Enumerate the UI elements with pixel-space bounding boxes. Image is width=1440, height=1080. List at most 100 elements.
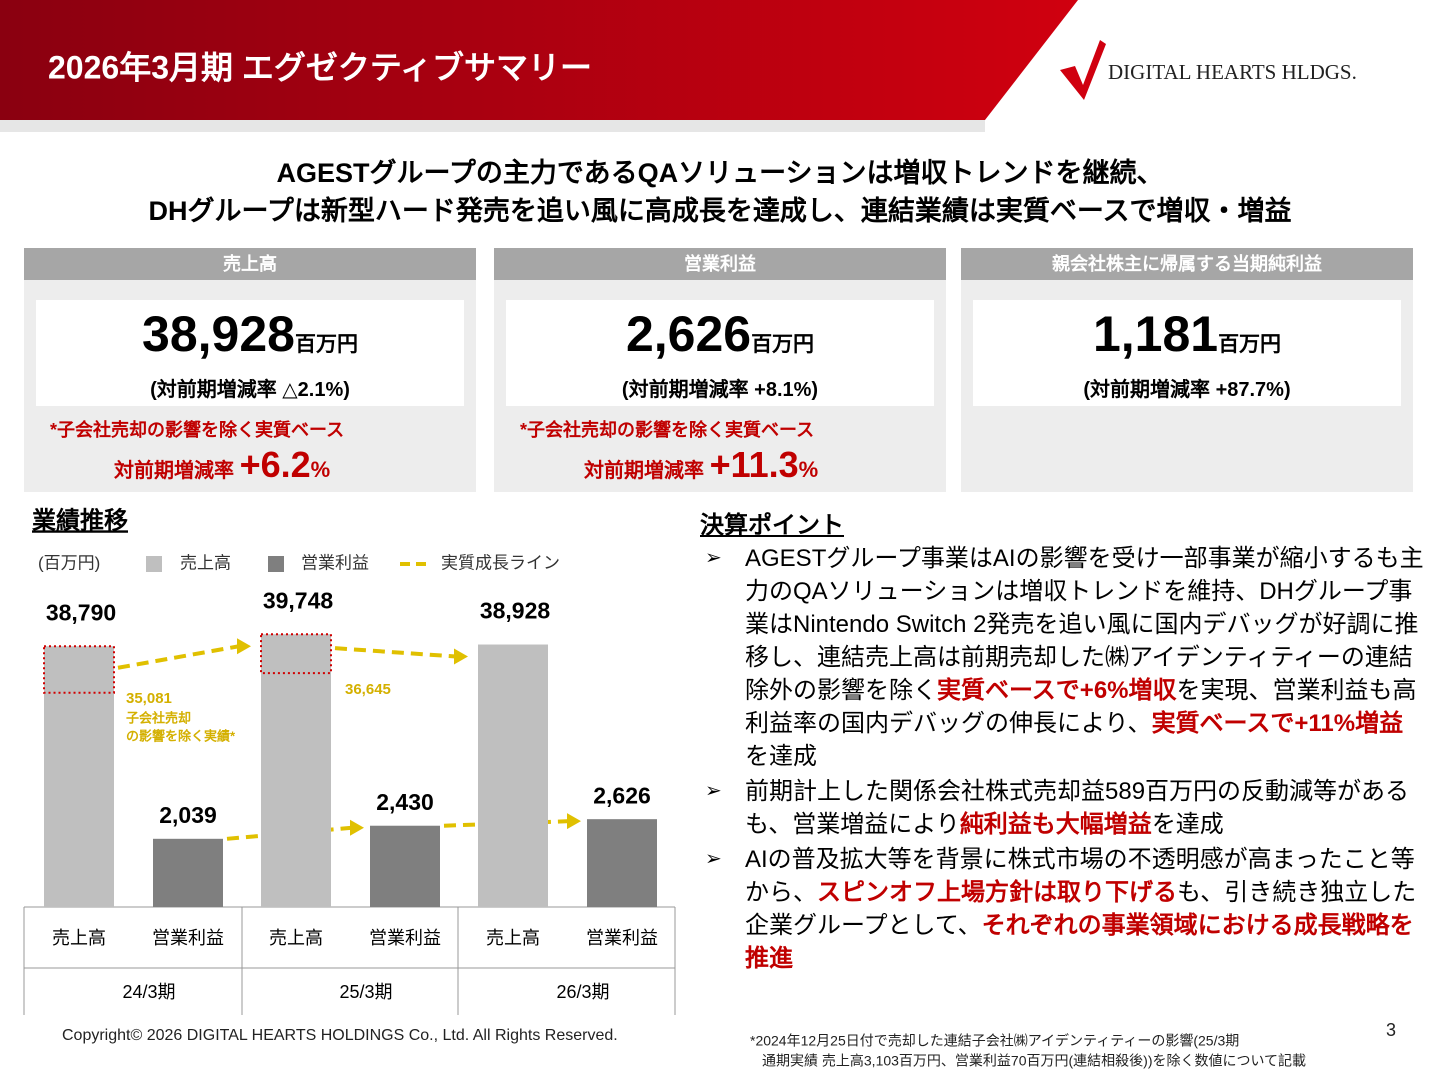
bar [153, 838, 223, 907]
kpi-unit: 百万円 [294, 333, 358, 356]
growth-arrow-head [237, 638, 251, 655]
x-tick-label: 営業利益 [586, 928, 658, 948]
kpi-value: 1,181 [1092, 306, 1219, 362]
bar-value-label: 38,790 [46, 599, 116, 625]
bar-value-label: 2,626 [593, 782, 651, 808]
kpi-panel: 売上高 38,928百万円 (対前期増減率 △2.1%) *子会社売却の影響を除く実質… [24, 248, 476, 492]
point-text: 純利益も大幅増益 [959, 811, 1152, 838]
x-group-label: 25/3期 [339, 982, 392, 1002]
kpi-value: 38,928 [142, 306, 295, 362]
kpi-box: 38,928百万円 (対前期増減率 △2.1%) [36, 300, 464, 406]
point-text: AIの普及拡大等を背景に株式市場の不透明感が高まったこと等から、 [745, 846, 1415, 906]
adjusted-value: +11.3 [709, 444, 799, 485]
point-text: を実現、営業利益も高利益率の国内デバッグの伸長により、 [745, 677, 1417, 737]
point-item: 前期計上した関係会社株式売却益589百万円の反動減等があるも、営業増益により純利… [700, 775, 1425, 841]
point-text: AGESTグループ事業はAIの影響を受け一部事業が縮小するも主力のQAソリューシ… [745, 545, 1424, 704]
bar-value-label: 38,928 [480, 598, 551, 624]
growth-arrow-head [567, 813, 581, 830]
kpi-box: 1,181百万円 (対前期増減率 +87.7%) [973, 300, 1401, 406]
adjusted-label: 対前期増減率 [584, 460, 704, 482]
kpi-label: 売上高 [24, 248, 476, 280]
point-text: それぞれの事業領域における成長戦略を推進 [745, 912, 1414, 972]
legend-swatch [268, 556, 284, 572]
bar [261, 634, 331, 907]
point-text: を達成 [745, 743, 817, 770]
kpi-box: 2,626百万円 (対前期増減率 +8.1%) [506, 300, 934, 406]
kpi-value: 2,626 [625, 306, 752, 362]
point-item: AGESTグループ事業はAIの影響を受け一部事業が縮小するも主力のQAソリューシ… [700, 542, 1425, 773]
adjusted-box [260, 633, 332, 675]
legend-label: 営業利益 [301, 553, 369, 572]
footnote: *2024年12月25日付で売却した連結子会社㈱アイデンティティーの影響(25/… [750, 1033, 1239, 1049]
kpi-note: *子会社売却の影響を除く実質ベース [50, 420, 345, 440]
bar [44, 646, 114, 907]
kpi-change: (対前期増減率 +8.1%) [621, 379, 819, 401]
copyright: Copyright© 2026 DIGITAL HEARTS HOLDINGS … [62, 1027, 618, 1044]
x-group-label: 24/3期 [122, 982, 175, 1002]
logo-text: DIGITAL HEARTS HLDGS. [1108, 60, 1357, 84]
page-number: 3 [1386, 1020, 1396, 1040]
x-tick-label: 売上高 [52, 928, 106, 948]
adjusted-value-label: 35,081 [126, 690, 172, 707]
point-text: も、引き続き独立した企業グループとして、 [745, 879, 1417, 939]
x-group-label: 26/3期 [556, 982, 609, 1002]
kpi-value-line: 1,181百万円 [973, 304, 1401, 375]
slide-title: 2026年3月期 エグゼクティブサマリー [48, 49, 592, 85]
legend-label: 売上高 [180, 553, 231, 572]
bar [587, 819, 657, 907]
headline: AGESTグループの主力であるQAソリューションは増収トレンドを継続、 [276, 157, 1163, 188]
kpi-unit: 百万円 [1218, 333, 1282, 356]
kpi-label: 親会社株主に帰属する当期純利益 [961, 248, 1413, 280]
kpi-change: (対前期増減率 △2.1%) [150, 379, 350, 401]
kpi-label: 営業利益 [494, 248, 946, 280]
bar [370, 825, 440, 907]
adjusted-unit: % [798, 457, 819, 482]
kpi-note: *子会社売却の影響を除く実質ベース [520, 420, 815, 440]
legend-swatch [146, 556, 162, 572]
adjusted-unit: % [310, 457, 331, 482]
legend-label: 実質成長ライン [441, 553, 560, 572]
growth-arrow [334, 646, 457, 659]
logo-mark [1060, 40, 1106, 100]
x-tick-label: 売上高 [269, 928, 323, 948]
adjusted-value-label: 36,645 [345, 681, 391, 698]
kpi-adjusted: 対前期増減率 +11.3% [584, 444, 818, 486]
header-band [0, 0, 1078, 120]
kpi-adjusted: 対前期増減率 +6.2% [114, 444, 330, 486]
growth-note: 子会社売却 [126, 710, 191, 725]
x-tick-label: 営業利益 [152, 928, 224, 948]
point-text: 前期計上した関係会社株式売却益589百万円の反動減等があるも、営業増益により [745, 778, 1410, 838]
x-tick-label: 売上高 [486, 928, 540, 948]
kpi-change: (対前期増減率 +87.7%) [1083, 379, 1291, 401]
headline: DHグループは新型ハード発売を追い風に高成長を達成し、連結業績は実質ベースで増収… [148, 195, 1291, 226]
growth-arrow-head [350, 819, 364, 836]
point-text: を達成 [1151, 811, 1224, 838]
growth-arrow [117, 644, 240, 670]
point-text: スピンオフ上場方針は取り下げる [817, 879, 1177, 906]
kpi-value-line: 38,928百万円 [36, 304, 464, 375]
bar-value-label: 2,039 [159, 802, 217, 828]
kpi-value-line: 2,626百万円 [506, 304, 934, 375]
unit-label: (百万円) [38, 553, 100, 572]
bar [478, 644, 548, 907]
key-points: 決算ポイント AGESTグループ事業はAIの影響を受け一部事業が縮小するも主力の… [700, 505, 1425, 975]
adjusted-label: 対前期増減率 [114, 460, 234, 482]
adjusted-box [43, 645, 115, 694]
adjusted-value: +6.2 [239, 444, 311, 485]
point-text: 実質ベースで+11%増益 [1151, 710, 1404, 737]
kpi-unit: 百万円 [751, 333, 815, 356]
footnote: 通期実績 売上高3,103百万円、営業利益70百万円(連結相殺後))を除く数値に… [762, 1053, 1306, 1069]
kpi-panel: 営業利益 2,626百万円 (対前期増減率 +8.1%) *子会社売却の影響を除く実質… [494, 248, 946, 492]
x-tick-label: 営業利益 [369, 928, 441, 948]
growth-note: の影響を除く実績* [126, 728, 236, 743]
bar-value-label: 2,430 [376, 789, 434, 815]
chart: 売上高 営業利益 実質成長ライン24/3期38,790売上高2,039営業利益35,… [23, 553, 676, 1015]
kpi-panel: 親会社株主に帰属する当期純利益 1,181百万円 (対前期増減率 +87.7%) [961, 248, 1413, 492]
point-text: 実質ベースで+6%増収 [937, 677, 1177, 704]
chart-title: 業績推移 [32, 506, 128, 534]
bar-value-label: 39,748 [263, 587, 334, 613]
point-item: AIの普及拡大等を背景に株式市場の不透明感が高まったこと等から、スピンオフ上場方… [700, 843, 1425, 975]
growth-arrow-head [454, 648, 468, 665]
